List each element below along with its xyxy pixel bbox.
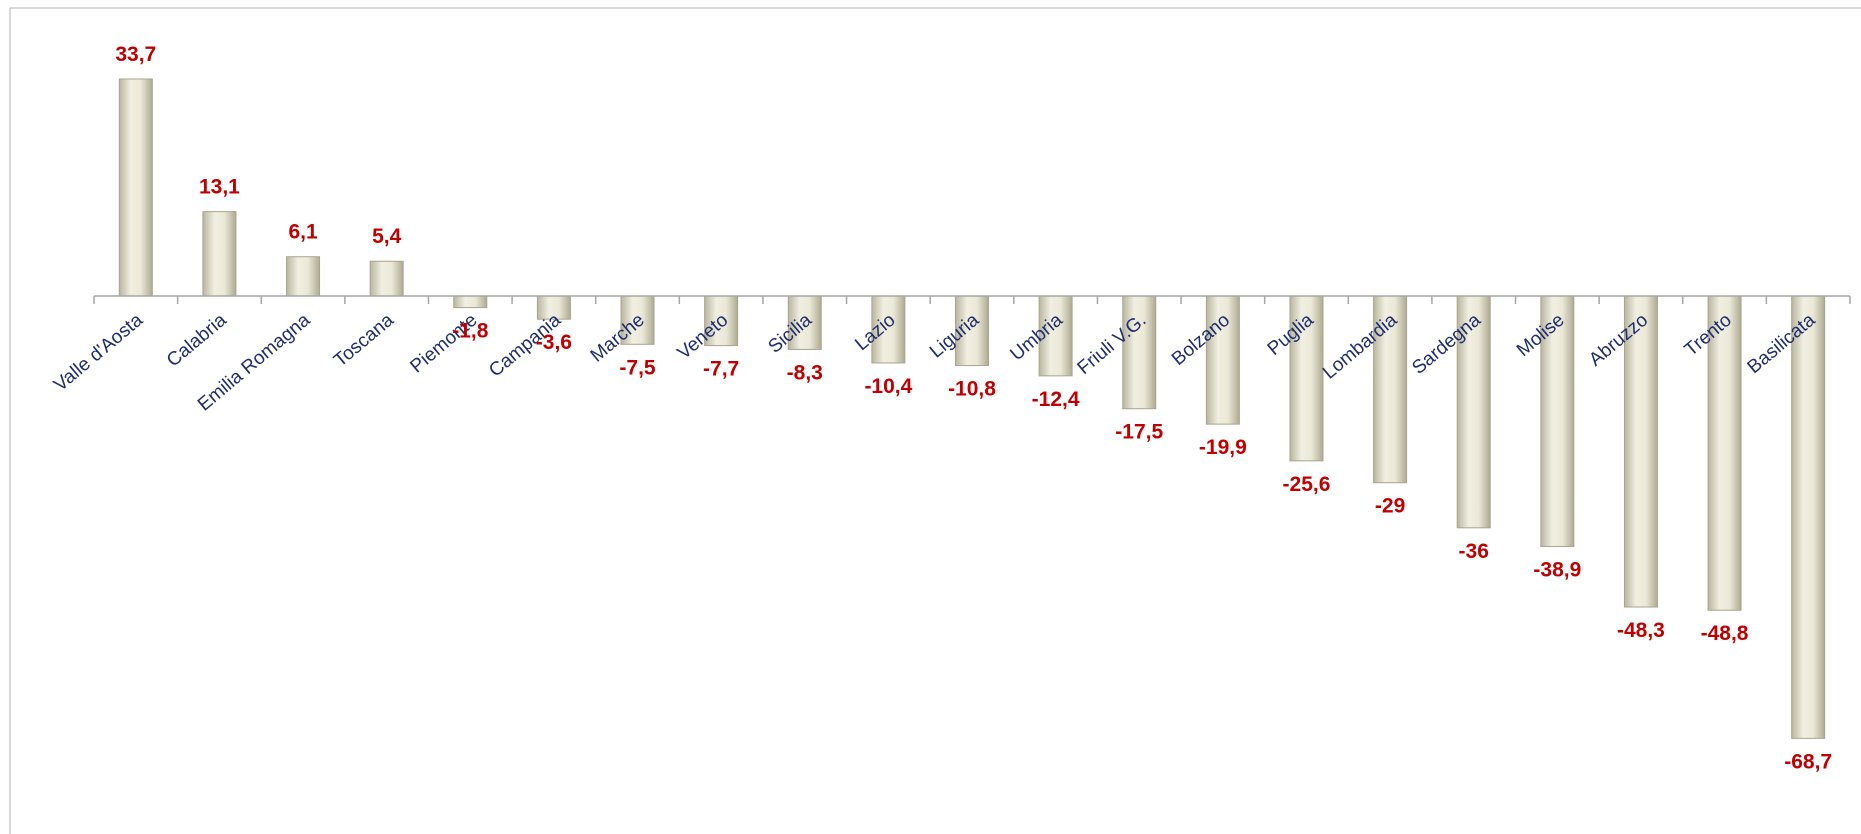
bar	[118, 78, 153, 297]
value-label: -48,3	[1617, 619, 1665, 642]
value-label: 13,1	[199, 176, 240, 199]
value-label: -38,9	[1533, 558, 1581, 581]
bar	[1122, 295, 1157, 410]
category-label: Toscana	[330, 309, 398, 371]
bar	[286, 256, 321, 297]
bar	[1373, 295, 1408, 484]
value-label: -7,5	[619, 356, 656, 379]
value-label: -48,8	[1701, 622, 1749, 645]
value-label: -8,3	[787, 361, 823, 384]
bar	[704, 295, 739, 347]
bar	[202, 211, 237, 297]
value-label: -12,4	[1032, 388, 1080, 411]
bar	[1205, 295, 1240, 425]
value-label: -1,8	[452, 320, 489, 343]
value-label: -68,7	[1784, 750, 1832, 773]
value-label: -17,5	[1115, 421, 1163, 444]
value-labels: 33,7 13,1 6,1 5,4 -1,8 -3,6 -7,5 -7,7 -8,3 -10,4 -…	[115, 43, 1832, 773]
value-label: 5,4	[372, 225, 402, 248]
bar	[1289, 295, 1324, 462]
bar	[1540, 295, 1575, 547]
category-label: Valle d'Aosta	[50, 309, 147, 395]
value-label: -10,4	[864, 375, 912, 398]
bar	[1791, 295, 1826, 739]
value-label: -36	[1459, 540, 1489, 563]
x-axis-ticks	[93, 296, 1851, 304]
bar	[369, 260, 404, 297]
bar	[1623, 295, 1658, 608]
bar	[620, 295, 655, 345]
bar	[453, 295, 488, 309]
bars-group	[118, 78, 1826, 739]
value-label: -25,6	[1283, 473, 1331, 496]
value-label: 6,1	[288, 221, 318, 244]
value-label: -29	[1375, 495, 1405, 518]
value-label: 33,7	[115, 43, 156, 66]
category-label: Calabria	[163, 309, 231, 371]
value-label: -7,7	[703, 358, 739, 381]
value-label: -19,9	[1199, 436, 1247, 459]
bar	[1707, 295, 1742, 611]
value-label: -10,8	[948, 378, 996, 401]
bar	[1456, 295, 1491, 529]
value-label: -3,6	[536, 331, 572, 354]
